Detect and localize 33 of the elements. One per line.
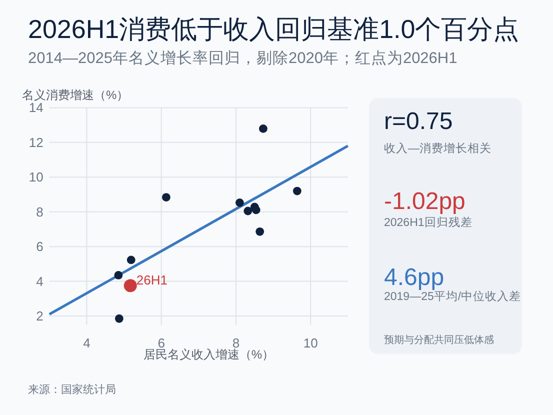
point bbox=[252, 206, 260, 214]
y-tick-label: 4 bbox=[36, 274, 44, 289]
point bbox=[114, 271, 123, 280]
text: 2019—25平均/中位收入差 bbox=[384, 289, 522, 303]
chart-title: 2026H1消费低于收入回归基准1.0个百分点 bbox=[28, 14, 520, 44]
source-note: 来源：国家统计局 bbox=[28, 383, 116, 396]
y-tick-label: 12 bbox=[28, 134, 44, 150]
y-tick-label: 10 bbox=[28, 170, 44, 185]
text: -1.02pp bbox=[384, 188, 466, 215]
y-tick-label: 14 bbox=[28, 100, 44, 116]
point bbox=[244, 206, 252, 216]
y-tick-label: 6 bbox=[36, 239, 44, 254]
x-tick-label: 10 bbox=[303, 336, 318, 351]
text: 预期与分配共同压低体感 bbox=[384, 334, 494, 346]
y-tick-label: 2 bbox=[36, 308, 44, 324]
point bbox=[114, 314, 124, 323]
point bbox=[126, 256, 136, 264]
point bbox=[259, 124, 268, 133]
chart-subtitle: 2014—2025年名义增长率回归，剔除2020年；红点为2026H1 bbox=[28, 49, 458, 67]
y-axis-title: 名义消费增速（%） bbox=[22, 88, 129, 102]
x-tick-label: 4 bbox=[83, 336, 90, 351]
point bbox=[292, 186, 302, 196]
point bbox=[124, 279, 137, 292]
text: 4.6pp bbox=[384, 264, 444, 291]
text: r=0.75 bbox=[384, 108, 453, 135]
point bbox=[162, 193, 170, 202]
point bbox=[235, 198, 244, 207]
y-tick-label: 8 bbox=[36, 204, 44, 220]
x-axis-title: 居民名义收入增速（%） bbox=[143, 348, 274, 362]
point bbox=[256, 227, 264, 236]
text: 2026H1回归残差 bbox=[384, 216, 472, 229]
series-label: 26H1 bbox=[136, 272, 168, 288]
text: 收入—消费增长相关 bbox=[384, 141, 492, 155]
